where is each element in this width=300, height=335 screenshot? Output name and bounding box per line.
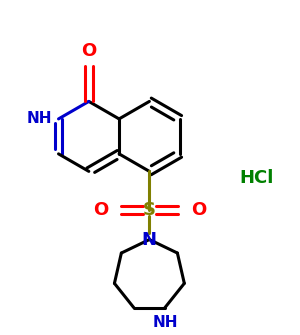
Text: NH: NH xyxy=(152,315,178,330)
Text: O: O xyxy=(93,201,108,219)
Text: N: N xyxy=(142,230,157,249)
Text: O: O xyxy=(190,201,206,219)
Text: NH: NH xyxy=(27,112,52,126)
Text: HCl: HCl xyxy=(239,170,274,187)
Text: S: S xyxy=(143,201,156,219)
Text: O: O xyxy=(81,42,96,60)
